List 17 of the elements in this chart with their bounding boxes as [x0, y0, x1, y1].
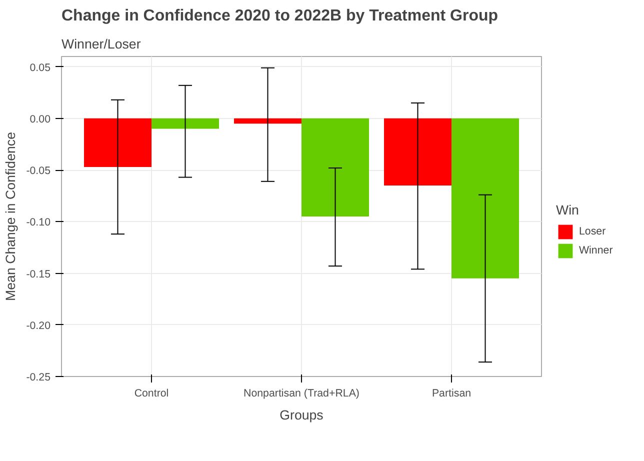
x-axis-title: Groups	[280, 408, 324, 422]
y-tick-label: -0.20	[26, 320, 51, 332]
legend-label: Winner	[579, 244, 613, 256]
y-tick-label: 0.00	[30, 113, 51, 126]
legend-label: Loser	[579, 226, 606, 238]
y-tick-label: -0.10	[26, 216, 51, 229]
y-tick-label: -0.25	[26, 372, 51, 384]
x-tick-label: Nonpartisan (Trad+RLA)	[244, 388, 360, 400]
x-tick-label: Partisan	[432, 388, 472, 400]
y-axis-title: Mean Change in Confidence	[3, 132, 18, 301]
y-tick-label: -0.05	[26, 165, 51, 178]
x-tick-label: Control	[134, 388, 169, 400]
chart-title: Change in Confidence 2020 to 2022B by Treatment Group	[62, 8, 498, 24]
chart-subtitle: Winner/Loser	[62, 36, 142, 52]
legend-title: Win	[556, 202, 580, 218]
y-tick-label: -0.15	[26, 268, 51, 280]
y-tick-label: 0.05	[30, 62, 51, 74]
